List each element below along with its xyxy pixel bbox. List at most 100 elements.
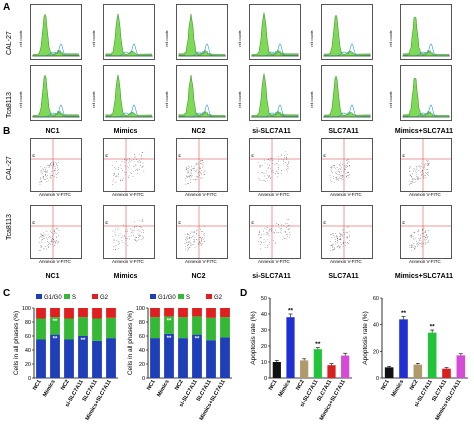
scatter-dot [340,171,342,172]
scatter-dot [42,170,44,172]
panel-letter-d: D [240,288,248,299]
scatter-dot [185,177,187,179]
scatter-dot [134,155,136,157]
scatter-dot [43,167,45,169]
scatter-dot [348,236,350,238]
scatter-dot [40,245,42,246]
scatter-dot [333,177,335,179]
scatter-dot [414,178,415,180]
scatter-dot [194,246,196,248]
scatter-dot [419,243,421,244]
scatter-dot [337,246,338,248]
legend-label: G1/G0 [44,295,62,301]
scatter-dot [52,175,54,176]
x-tick-label: NC1 [32,379,43,392]
scatter-dot [347,243,349,245]
scatter-dot [335,236,337,237]
scatter-dot [412,173,414,174]
y-tick-label: 20 [373,349,379,355]
scatter-dot [339,168,341,169]
histogram-ylabel: cell counts [165,30,169,47]
scatter-dot [334,249,336,251]
scatter-dot [332,233,333,235]
legend-label: G2 [214,295,223,301]
scatter-dot [281,158,283,160]
histogram-tile: cell counts [19,65,82,121]
scatter-dot [339,234,341,236]
scatter-dot [408,168,410,169]
scatter-dot [185,240,187,241]
scatter-dot [115,161,117,162]
scatter-dot [142,166,144,168]
scatter-dot [269,242,270,244]
scatter-dot [48,165,50,166]
histogram-fill [178,13,226,57]
stacked-bar-segment [220,308,230,318]
histogram-fill [251,73,299,118]
scatter-dot [278,158,280,160]
scatter-dot [118,174,119,175]
scatter-dot [123,236,125,238]
scatter-dot [341,234,342,235]
scatter-dot [346,232,348,233]
y-tick-label: 0 [264,376,267,382]
scatter-dot [187,170,189,171]
scatter-dot [134,239,136,240]
scatter-dot [142,232,144,233]
scatter-dot [125,243,127,245]
scatter-dot [43,248,45,250]
scatter-dot [120,167,122,169]
scatter-dot [186,167,188,169]
histogram-tile: cell counts [92,65,155,121]
scatter-dot [49,177,51,179]
scatter-dot [128,236,130,237]
scatter-dot [204,174,206,175]
scatter-dot [349,234,351,236]
scatter-dot [283,159,285,161]
scatter-dot [329,245,331,247]
scatter-dot [266,175,268,177]
scatter-dot [277,171,279,173]
scatter-dot [334,172,336,174]
scatter-dot [44,242,46,244]
scatter-dot [47,233,49,235]
scatter-dot [414,168,416,170]
scatter-dot [274,242,276,244]
scatter-dot [196,175,197,177]
scatter-dot [264,175,265,177]
scatter-dot [425,175,426,177]
scatter-dot [274,164,276,165]
scatter-dot [267,164,269,165]
scatter-dot [338,177,340,179]
legend-label: G1/G0 [158,295,176,301]
col-label-si-a: si-SLC7A11 [252,128,291,135]
scatter-dot [283,224,285,226]
scatter-dot [113,249,114,250]
scatter-dot [41,234,42,235]
scatter-dot [338,245,339,247]
scatter-dot [421,174,423,175]
scatter-dot [41,235,43,237]
scatter-dot [281,173,283,175]
scatter-dot [202,163,204,165]
legend-swatch [64,294,70,299]
x-tick-label: NC2 [60,379,71,392]
scatter-dot [269,228,271,230]
scatter-dot [263,233,265,235]
histogram-ylabel: cell counts [238,91,242,108]
histogram-tile: cell counts [310,4,373,60]
scatter-dot [263,173,265,174]
scatter-dot [414,249,416,250]
scatter-dot [267,226,268,228]
scatter-dot [58,161,60,163]
scatter-dot [138,229,140,231]
scatter-dot [414,232,416,233]
scatter-dot [51,239,52,241]
scatter-dot [275,173,276,174]
scatter-dot [57,228,59,230]
scatter-dot [285,232,286,233]
scatter-dot [121,240,123,241]
scatter-dot [269,175,271,177]
scatter-dot [128,159,130,161]
scatter-dot [416,177,418,179]
